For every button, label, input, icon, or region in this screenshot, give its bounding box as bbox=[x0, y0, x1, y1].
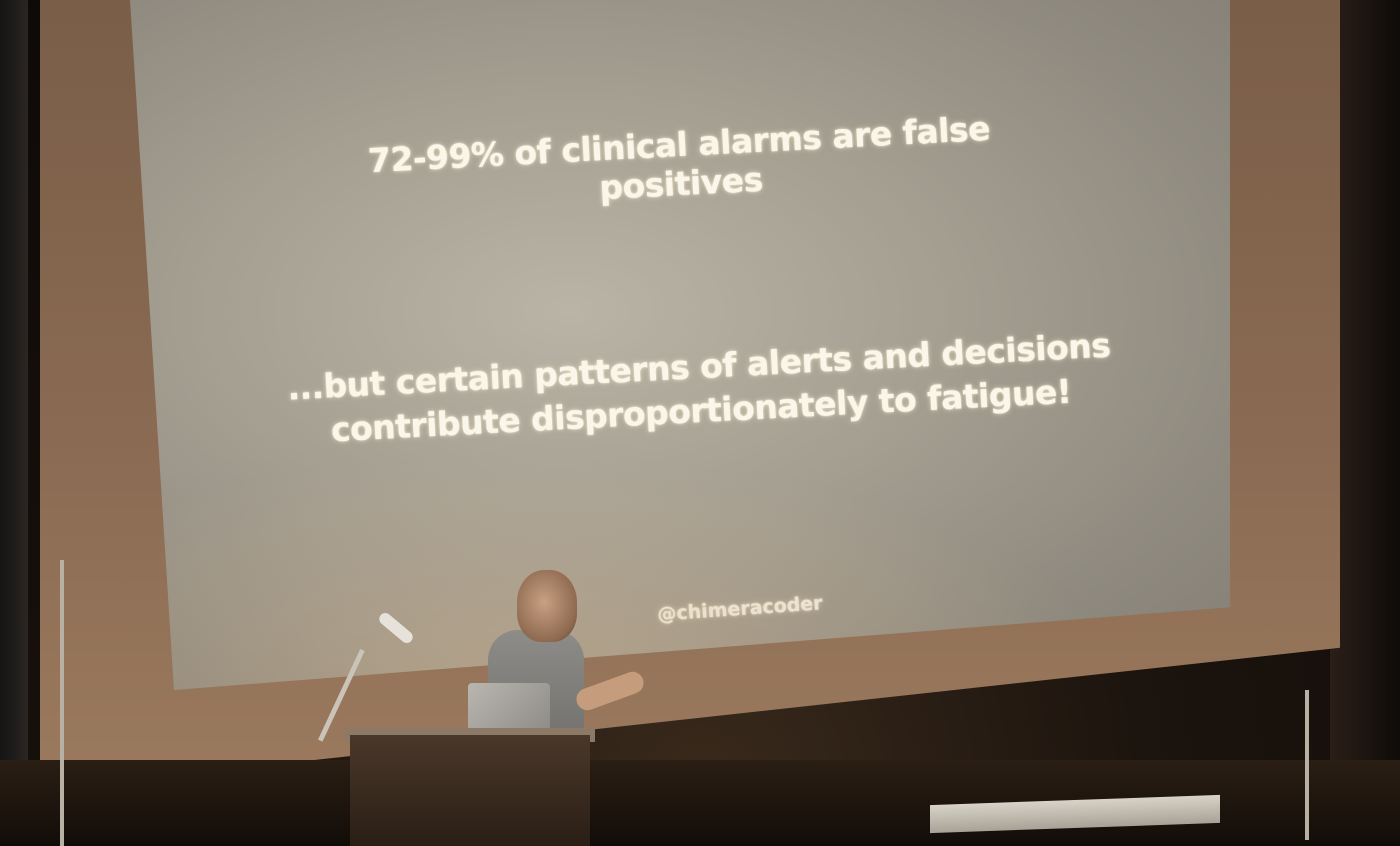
slide-twitter-handle: @chimeracoder bbox=[656, 592, 824, 626]
laptop-icon bbox=[468, 683, 550, 733]
podium bbox=[350, 735, 590, 846]
right-wall bbox=[1330, 0, 1400, 846]
slide-headline: 72-99% of clinical alarms are false posi… bbox=[367, 108, 991, 208]
speaker-head bbox=[517, 570, 577, 642]
left-wall bbox=[0, 0, 28, 846]
screen-stand-leg-left bbox=[60, 560, 64, 846]
projected-slide: 72-99% of clinical alarms are false posi… bbox=[130, 0, 1230, 690]
screen-stand-leg-right bbox=[1305, 690, 1309, 840]
slide-subline: ...but certain patterns of alerts and de… bbox=[286, 325, 1112, 450]
